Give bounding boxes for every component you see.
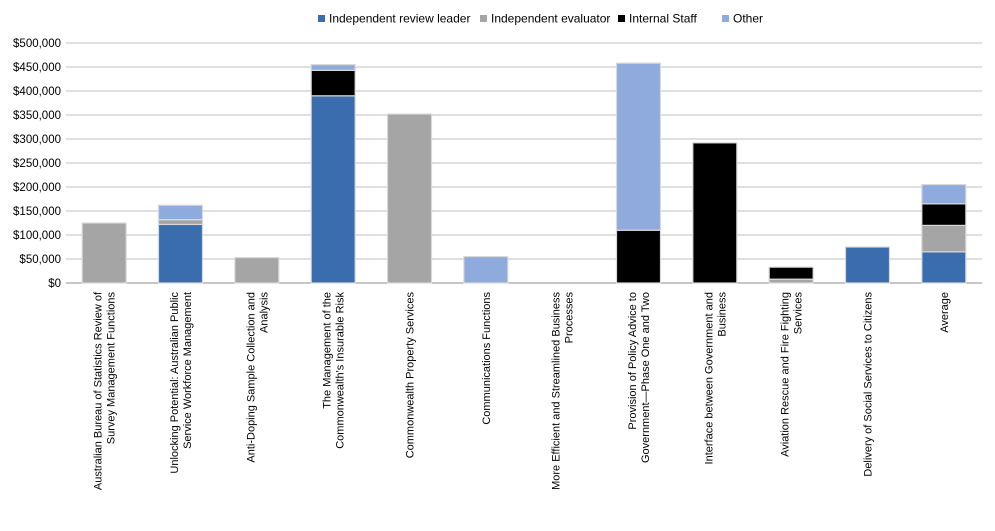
bar-segment — [921, 251, 967, 284]
bar-segment — [692, 142, 738, 284]
x-axis: Australian Bureau of Statistics Review o… — [93, 291, 951, 490]
x-tick-label: Commonwealth Property Services — [405, 292, 417, 459]
x-tick-label-line: More Efficient and Streamlined Business — [551, 292, 563, 490]
x-tick-label-line: Commonwealth Property Services — [405, 292, 417, 459]
x-tick-label-line: Survey Management Functions — [106, 292, 118, 445]
x-tick-label-line: Government—Phase One and Two — [640, 292, 652, 463]
x-tick-label-line: Anti-Doping Sample Collection and — [245, 292, 257, 463]
x-tick-label-line: Unlocking Potential: Australian Public — [169, 292, 181, 474]
bar-segment — [310, 63, 356, 71]
legend-label: Independent evaluator — [491, 12, 610, 26]
y-tick-label: $250,000 — [13, 158, 61, 170]
legend-swatch — [722, 15, 729, 22]
bar-segment — [310, 69, 356, 97]
x-tick-label: Average — [939, 292, 951, 333]
x-tick-label-line: The Management of the — [322, 292, 334, 409]
x-tick-label-line: Communications Functions — [481, 292, 493, 425]
y-tick-label: $200,000 — [13, 182, 61, 194]
x-tick-label: Australian Bureau of Statistics Review o… — [93, 291, 118, 490]
x-tick-label: More Efficient and Streamlined Business P… — [551, 292, 576, 490]
bar-segment — [921, 203, 967, 227]
bar-segment — [81, 222, 127, 284]
bar-segment — [386, 113, 433, 284]
x-tick-label-line: Analysis — [258, 292, 270, 333]
y-tick-label: $450,000 — [13, 62, 61, 74]
x-tick-label: Communications Functions — [481, 292, 493, 425]
bar-segment — [921, 224, 967, 253]
legend-swatch — [480, 15, 487, 22]
chart-legend: Independent review leader Independent eva… — [318, 12, 763, 26]
bar-segment — [234, 256, 280, 284]
bar-segment — [157, 204, 204, 221]
x-tick-label-line: Service Workforce Management — [182, 292, 194, 449]
bar-segment — [157, 219, 204, 226]
bar-segment — [844, 246, 891, 284]
x-tick-label-line: Services — [793, 292, 805, 335]
y-tick-label: $50,000 — [19, 254, 61, 266]
x-tick-label: The Management of the Commonwealth's Insu… — [322, 292, 347, 449]
x-tick-label: Aviation Rescue and Fire Fighting Service… — [780, 292, 805, 457]
y-tick-label: $400,000 — [13, 86, 61, 98]
y-tick-label: $500,000 — [13, 38, 61, 50]
legend-label: Independent review leader — [329, 12, 470, 26]
x-tick-label-line: Commonwealth's Insurable Risk — [335, 292, 347, 449]
y-tick-label: $150,000 — [13, 206, 61, 218]
x-tick-label-line: Processes — [564, 292, 576, 344]
x-tick-label-line: Delivery of Social Services to Citizens — [863, 292, 875, 477]
x-tick-label-line: Australian Bureau of Statistics Review o… — [93, 291, 105, 490]
x-tick-label: Provision of Policy Advice to Government—… — [627, 292, 652, 463]
y-tick-label: $300,000 — [13, 134, 61, 146]
x-tick-label: Anti-Doping Sample Collection and Analysi… — [245, 292, 270, 463]
bar-segment — [463, 256, 509, 284]
legend-swatch — [318, 15, 325, 22]
bar-segment — [615, 62, 662, 231]
legend-label: Other — [733, 12, 763, 26]
bar-segment — [615, 229, 662, 284]
x-tick-label-line: Aviation Rescue and Fire Fighting — [780, 292, 792, 457]
x-tick-label-line: Interface between Government and — [703, 292, 715, 464]
y-tick-label: $100,000 — [13, 230, 61, 242]
x-tick-label-line: Business — [716, 292, 728, 337]
y-tick-label: $0 — [48, 278, 61, 290]
x-tick-label: Delivery of Social Services to Citizens — [863, 292, 875, 477]
bar-segment — [768, 266, 814, 280]
x-tick-label: Interface between Government and Business — [703, 292, 728, 465]
bar-segment — [921, 184, 967, 205]
gridlines — [66, 42, 982, 284]
x-tick-label-line: Average — [939, 292, 951, 333]
y-axis: $0 $50,000 $100,000 $150,000 $200,000 $250,00… — [13, 38, 61, 290]
bar-segment — [310, 95, 356, 284]
y-tick-label: $350,000 — [13, 110, 61, 122]
legend-label: Internal Staff — [629, 12, 697, 26]
x-tick-label: Unlocking Potential: Australian Public Se… — [169, 292, 194, 474]
x-tick-label-line: Provision of Policy Advice to — [627, 292, 639, 430]
bars — [81, 62, 967, 284]
legend-swatch — [618, 15, 625, 22]
bar-segment — [157, 223, 204, 284]
